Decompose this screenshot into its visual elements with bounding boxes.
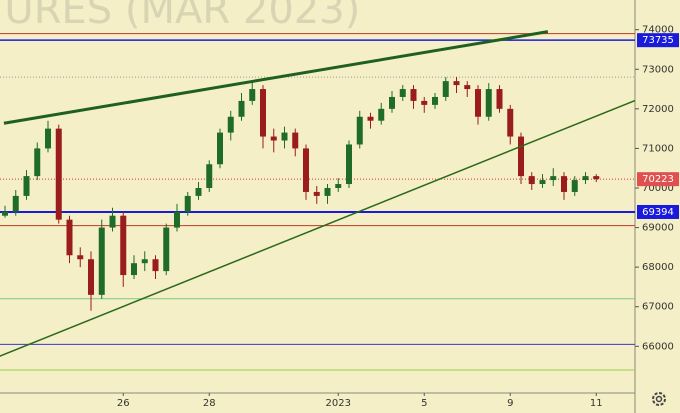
trend-line [3, 30, 549, 125]
candle-body [496, 89, 503, 109]
candle-body [238, 100, 245, 117]
candle-body [98, 227, 105, 295]
candle-body [109, 215, 116, 228]
y-tick-label: 69000 [642, 223, 674, 234]
candle-body [55, 128, 62, 220]
trend-line [0, 99, 635, 357]
candle-body [464, 85, 471, 90]
y-tick-label: 67000 [642, 302, 674, 313]
level-tag-label: 73735 [642, 35, 674, 46]
candle-body [184, 195, 191, 212]
candle-body [571, 180, 578, 192]
candle-body [485, 89, 492, 117]
candle-body [593, 176, 600, 180]
candle-body [66, 219, 73, 256]
candle-body [12, 195, 19, 212]
candle-body [88, 259, 94, 295]
candle-body [270, 136, 277, 141]
candle-body [260, 89, 266, 137]
candle-body [442, 81, 449, 97]
candle-body [292, 132, 299, 149]
x-tick-label: 9 [507, 398, 513, 409]
candle-body [389, 96, 395, 109]
candle-body [421, 100, 428, 105]
candle-body [335, 184, 342, 188]
y-tick-label: 68000 [642, 262, 674, 273]
x-tick-label: 28 [203, 398, 216, 409]
candle-body [34, 148, 41, 177]
candle-body [378, 108, 385, 121]
x-tick-label: 5 [421, 398, 427, 409]
candle-body [550, 176, 557, 181]
y-tick-label: 71000 [642, 143, 674, 154]
candle-body [346, 144, 352, 185]
candle-body [45, 128, 51, 149]
candle-body [120, 215, 127, 276]
candle-body [582, 176, 589, 181]
x-tick-label: 26 [117, 398, 130, 409]
candle-body [152, 259, 159, 272]
y-tick-label: 66000 [642, 341, 674, 352]
y-tick-label: 74000 [642, 25, 674, 36]
candle-body [174, 211, 180, 228]
candle-body [163, 227, 170, 272]
level-tag [637, 204, 679, 219]
candle-body [281, 132, 288, 141]
candle-body [141, 259, 148, 264]
candle-body [507, 108, 514, 137]
candle-body [518, 136, 524, 177]
candle-body [206, 164, 213, 188]
candle-body [77, 255, 84, 260]
candle-body [217, 132, 223, 165]
level-tag-label: 70223 [642, 174, 674, 185]
candle-body [313, 191, 320, 196]
candle-body [453, 81, 460, 86]
candle-body [2, 211, 8, 216]
candle-body [324, 187, 331, 196]
watermark: TURES (MAR 2023) [0, 0, 360, 33]
candle-body [367, 116, 374, 121]
settings-icon[interactable] [652, 392, 666, 406]
candle-body [410, 89, 417, 101]
candle-body [539, 180, 546, 185]
candle-body [227, 116, 234, 133]
y-tick-label: 73000 [642, 64, 674, 75]
candle-body [399, 89, 406, 97]
candle-body [195, 187, 202, 196]
candle-body [131, 263, 137, 276]
candle-body [23, 176, 30, 196]
level-tag [637, 33, 679, 48]
candle-body [249, 89, 256, 101]
plot-area [0, 30, 635, 371]
candle-body [528, 176, 535, 185]
candle-body [475, 89, 481, 117]
y-tick-label: 70000 [642, 183, 674, 194]
candle-body [432, 96, 438, 105]
y-tick-label: 72000 [642, 104, 674, 115]
level-tag-label: 69394 [642, 207, 674, 218]
x-tick-label: 11 [590, 398, 603, 409]
x-tick-label: 2023 [326, 398, 351, 409]
level-tag [637, 172, 679, 187]
candle-body [561, 176, 567, 192]
candle-body [303, 148, 309, 192]
candle-body [356, 116, 363, 145]
